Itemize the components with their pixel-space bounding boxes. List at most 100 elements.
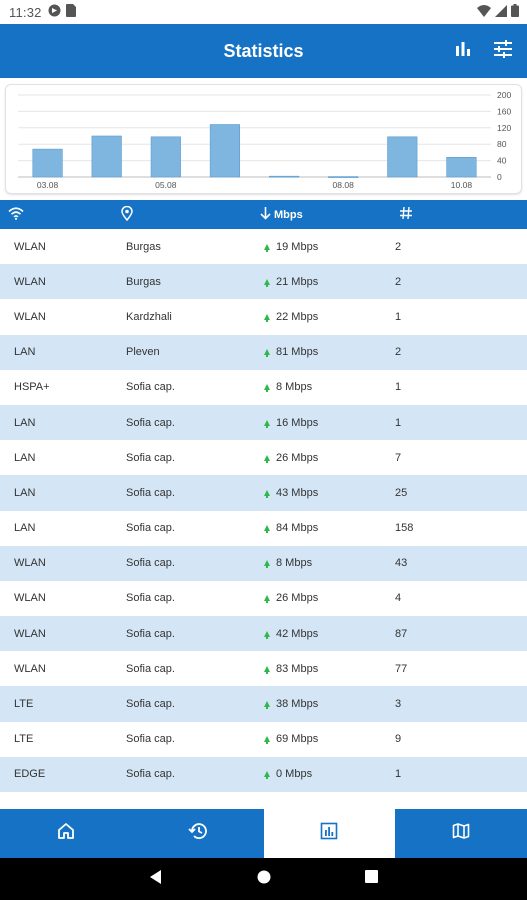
- y-tick-label: 120: [497, 123, 511, 133]
- test-count: 3: [395, 686, 401, 721]
- speed-up-arrow-icon: [264, 349, 270, 358]
- location-label: Sofia cap.: [126, 486, 175, 499]
- test-count: 87: [395, 616, 407, 651]
- connection-type-label: WLAN: [14, 662, 46, 675]
- chart-bar[interactable]: [209, 124, 241, 178]
- location-label: Sofia cap.: [126, 416, 175, 429]
- chart-bar[interactable]: [268, 175, 300, 178]
- results-list[interactable]: WLAN Burgas 19 Mbps 2 WLAN Burgas 21 Mbps 2 WLAN…: [0, 229, 527, 809]
- filter-settings-button[interactable]: [491, 39, 515, 63]
- download-speed: 8 Mbps: [264, 370, 312, 405]
- x-tick-label: 05.08: [155, 180, 177, 190]
- speed-up-arrow-icon: [264, 489, 270, 498]
- chart-bar[interactable]: [387, 136, 418, 178]
- table-row[interactable]: WLAN Burgas 21 Mbps 2: [0, 264, 527, 300]
- table-row[interactable]: LAN Sofia cap. 16 Mbps 1: [0, 404, 527, 441]
- table-row[interactable]: LTE Sofia cap. 38 Mbps 3: [0, 686, 527, 722]
- recents-square-icon: [365, 870, 378, 888]
- home-system-button[interactable]: [254, 869, 274, 889]
- table-row[interactable]: LAN Sofia cap. 84 Mbps 158: [0, 511, 527, 546]
- column-speed[interactable]: Mbps: [260, 200, 303, 229]
- recents-button[interactable]: [362, 869, 382, 889]
- test-count: 1: [395, 757, 401, 792]
- chart-bar[interactable]: [91, 135, 122, 178]
- speed-value: 16 Mbps: [276, 416, 319, 429]
- connection-type: LAN: [14, 440, 35, 475]
- column-location[interactable]: [121, 200, 133, 229]
- location-label: Sofia cap.: [126, 451, 175, 464]
- count-value: 2: [395, 240, 402, 253]
- location: Sofia cap.: [126, 546, 175, 581]
- table-row[interactable]: WLAN Sofia cap. 83 Mbps 77: [0, 651, 527, 686]
- table-row[interactable]: HSPA+ Sofia cap. 8 Mbps 1: [0, 370, 527, 405]
- test-count: 7: [395, 440, 401, 475]
- table-row[interactable]: WLAN Kardzhali 22 Mbps 1: [0, 299, 527, 334]
- column-count[interactable]: [400, 200, 412, 229]
- location: Sofia cap.: [126, 405, 175, 440]
- location-label: Sofia cap.: [126, 592, 175, 605]
- bar-chart-icon: [454, 40, 472, 63]
- speed-up-arrow-icon: [264, 560, 270, 569]
- table-row[interactable]: EDGE Sofia cap. 0 Mbps 1: [0, 756, 527, 792]
- location-label: Kardzhali: [126, 310, 172, 323]
- table-row[interactable]: LAN Pleven 81 Mbps 2: [0, 334, 527, 370]
- nav-map[interactable]: [395, 809, 527, 858]
- chart-bar[interactable]: [446, 157, 477, 178]
- connection-type: LAN: [14, 475, 35, 510]
- wifi-icon: [8, 206, 24, 223]
- chart-bar[interactable]: [150, 136, 181, 178]
- speed-up-arrow-icon: [264, 278, 270, 287]
- speed-up-arrow-icon: [264, 736, 270, 745]
- location-label: Sofia cap.: [126, 662, 175, 675]
- location-pin-icon: [121, 205, 133, 224]
- connection-type: LAN: [14, 405, 35, 440]
- download-speed: 38 Mbps: [264, 686, 318, 721]
- connection-type-label: HSPA+: [14, 381, 50, 394]
- table-row[interactable]: WLAN Sofia cap. 8 Mbps 43: [0, 545, 527, 581]
- download-speed: 8 Mbps: [264, 546, 312, 581]
- count-value: 2: [395, 346, 402, 359]
- test-count: 77: [395, 651, 407, 686]
- table-row[interactable]: LAN Sofia cap. 26 Mbps 7: [0, 440, 527, 475]
- table-row[interactable]: WLAN Sofia cap. 42 Mbps 87: [0, 616, 527, 652]
- location: Sofia cap.: [126, 686, 175, 721]
- y-tick-label: 80: [497, 139, 507, 149]
- chart-bar[interactable]: [328, 176, 359, 178]
- nav-home[interactable]: [0, 809, 132, 858]
- count-value: 1: [395, 416, 402, 429]
- table-row[interactable]: WLAN Burgas 19 Mbps 2: [0, 229, 527, 264]
- location: Sofia cap.: [126, 370, 175, 405]
- back-button[interactable]: [146, 869, 166, 889]
- back-triangle-icon: [149, 869, 162, 889]
- y-tick-label: 200: [497, 90, 511, 100]
- download-speed: 84 Mbps: [264, 511, 318, 546]
- chart-svg: 0 40 80 120 160 200 03.08 05.08 08.08 10.08: [18, 90, 511, 190]
- connection-type-label: LAN: [14, 346, 36, 359]
- speed-up-arrow-icon: [264, 525, 270, 534]
- page-title: Statistics: [223, 40, 304, 61]
- x-tick-label: 03.08: [37, 180, 59, 190]
- x-tick-label: 10.08: [451, 180, 473, 190]
- location-label: Sofia cap.: [126, 627, 175, 640]
- connection-type: WLAN: [14, 651, 46, 686]
- test-count: 25: [395, 475, 407, 510]
- location: Sofia cap.: [126, 757, 175, 792]
- count-value: 3: [395, 698, 402, 711]
- chart-view-button[interactable]: [451, 39, 475, 63]
- speed-value: 83 Mbps: [276, 662, 319, 675]
- nav-history[interactable]: [132, 809, 264, 858]
- test-count: 9: [395, 722, 401, 757]
- column-connection-type[interactable]: [8, 200, 24, 229]
- connection-type-label: LAN: [14, 486, 36, 499]
- location: Sofia cap.: [126, 440, 175, 475]
- table-row[interactable]: LTE Sofia cap. 69 Mbps 9: [0, 722, 527, 757]
- table-row[interactable]: LAN Sofia cap. 43 Mbps 25: [0, 475, 527, 511]
- nav-statistics[interactable]: [263, 809, 396, 858]
- connection-type: WLAN: [14, 299, 46, 334]
- table-row[interactable]: WLAN Sofia cap. 26 Mbps 4: [0, 581, 527, 616]
- test-count: 158: [395, 511, 413, 546]
- count-value: 25: [395, 486, 408, 499]
- download-speed: 21 Mbps: [264, 264, 318, 299]
- speed-value: 84 Mbps: [276, 522, 319, 535]
- chart-bar[interactable]: [32, 148, 63, 178]
